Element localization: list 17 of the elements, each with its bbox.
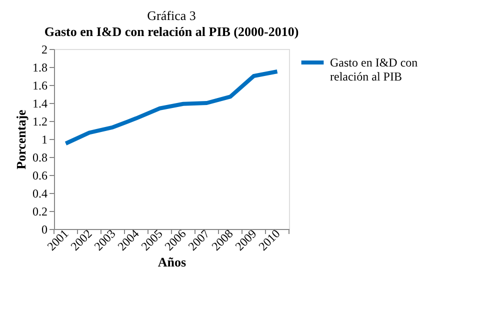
y-tick-label: 1.6 [32, 78, 48, 92]
y-tick-label: 0 [42, 222, 48, 236]
chart-title: Gráfica 3 [147, 8, 196, 23]
y-tick-label: 0.6 [32, 168, 48, 182]
x-axis-title: Años [158, 254, 186, 270]
y-tick-label: 1 [42, 132, 48, 146]
y-tick-label: 0.2 [32, 204, 48, 218]
y-tick-label: 1.8 [32, 60, 48, 74]
line-series [64, 70, 280, 146]
chart-subtitle: Gasto en I&D con relación al PIB (2000-2010) [44, 24, 299, 39]
y-tick-label: 2 [42, 42, 48, 56]
y-tick-label: 0.4 [32, 186, 48, 200]
legend-label: Gasto en I&D con relación al PIB [330, 56, 418, 84]
y-axis-title: Porcentaje [14, 109, 28, 170]
y-tick-label: 0.8 [32, 150, 48, 164]
y-tick-label: 1.4 [32, 96, 48, 110]
y-tick-label: 1.2 [32, 114, 48, 128]
